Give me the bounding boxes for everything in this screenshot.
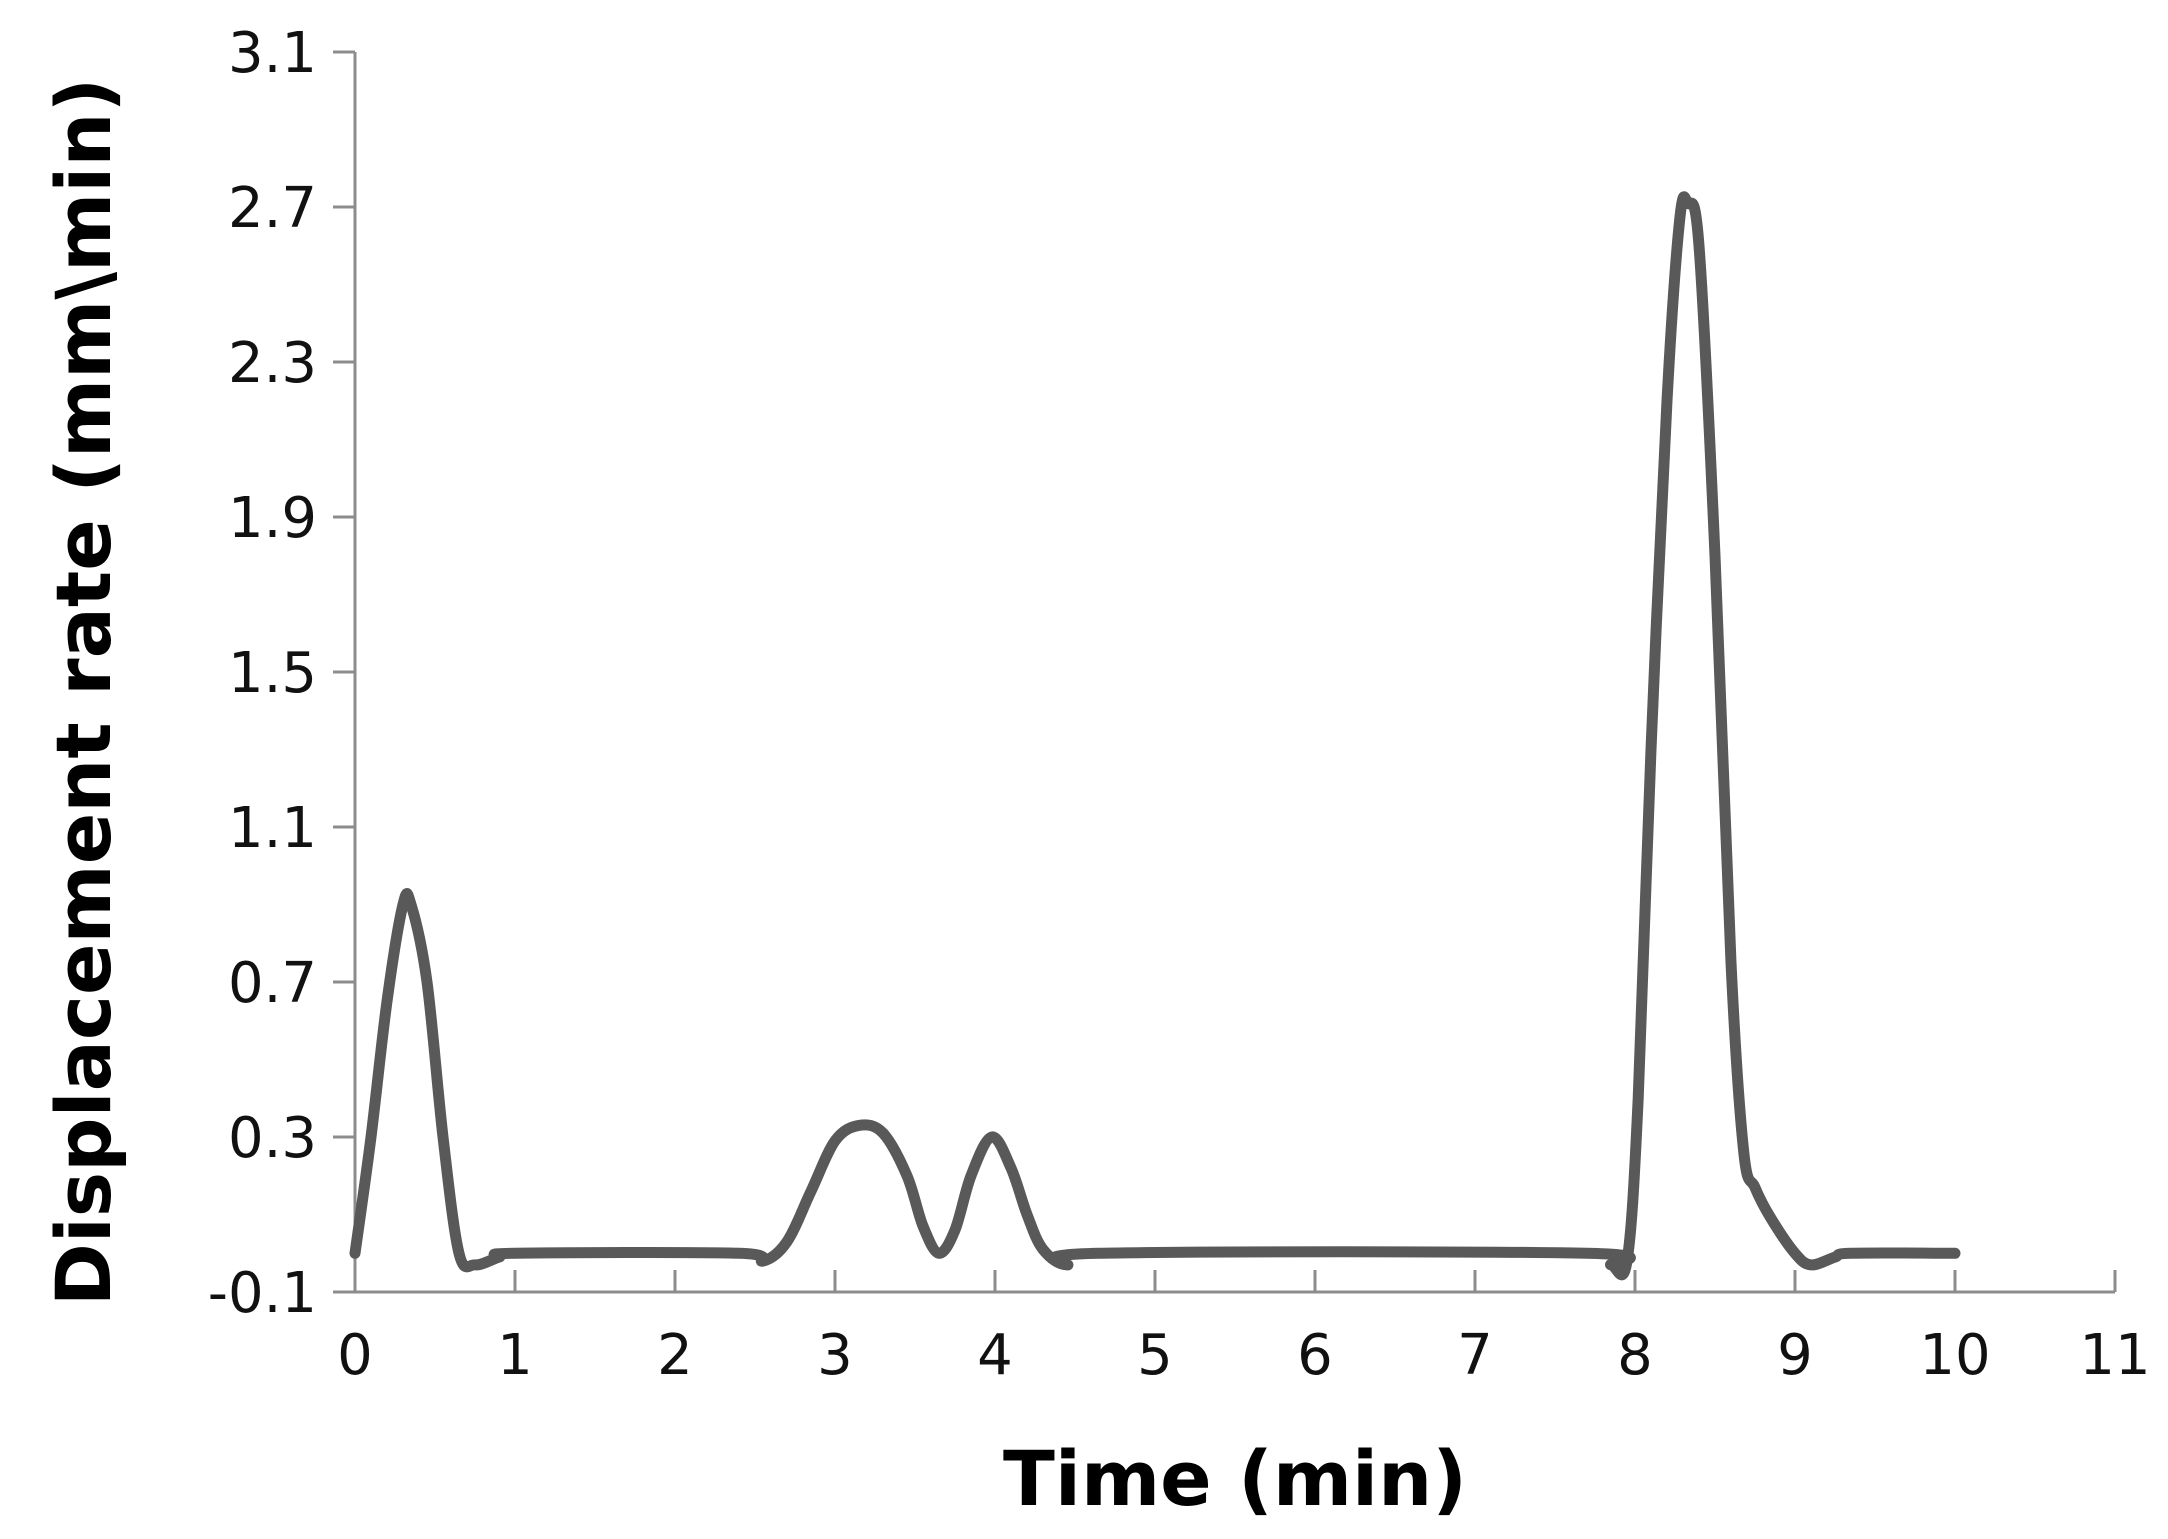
y-axis-title: Displacement rate (mm\min) — [39, 78, 128, 1306]
x-tick-label: 9 — [1777, 1323, 1813, 1388]
x-tick-label: 8 — [1617, 1323, 1653, 1388]
x-tick-label: 4 — [977, 1323, 1013, 1388]
x-tick-label: 2 — [657, 1323, 693, 1388]
y-tick-label: 2.3 — [228, 331, 317, 396]
x-tick-label: 3 — [817, 1323, 853, 1388]
x-tick-label: 10 — [1919, 1323, 1990, 1388]
y-tick-label: 0.3 — [228, 1106, 317, 1171]
x-tick-label: 11 — [2079, 1323, 2150, 1388]
y-tick-label: 3.1 — [228, 21, 317, 86]
y-tick-label: 1.9 — [228, 486, 317, 551]
x-tick-label: 0 — [337, 1323, 373, 1388]
x-tick-label: 1 — [497, 1323, 533, 1388]
y-tick-label: 0.7 — [228, 951, 317, 1016]
y-tick-label: 2.7 — [228, 176, 317, 241]
series-line — [349, 191, 1961, 1281]
y-tick-label: -0.1 — [208, 1261, 317, 1326]
y-tick-label: 1.5 — [228, 641, 317, 706]
y-tick-label: 1.1 — [228, 796, 317, 861]
x-axis-title: Time (min) — [1003, 1434, 1467, 1523]
x-tick-label: 7 — [1457, 1323, 1493, 1388]
x-tick-label: 5 — [1137, 1323, 1173, 1388]
x-axis-ticks: 0 1 2 3 4 5 6 7 8 9 10 11 — [337, 1270, 2151, 1388]
x-tick-label: 6 — [1297, 1323, 1333, 1388]
y-axis-ticks: -0.1 0.3 0.7 1.1 1.5 1.9 2.3 2.7 3.1 — [208, 21, 355, 1326]
